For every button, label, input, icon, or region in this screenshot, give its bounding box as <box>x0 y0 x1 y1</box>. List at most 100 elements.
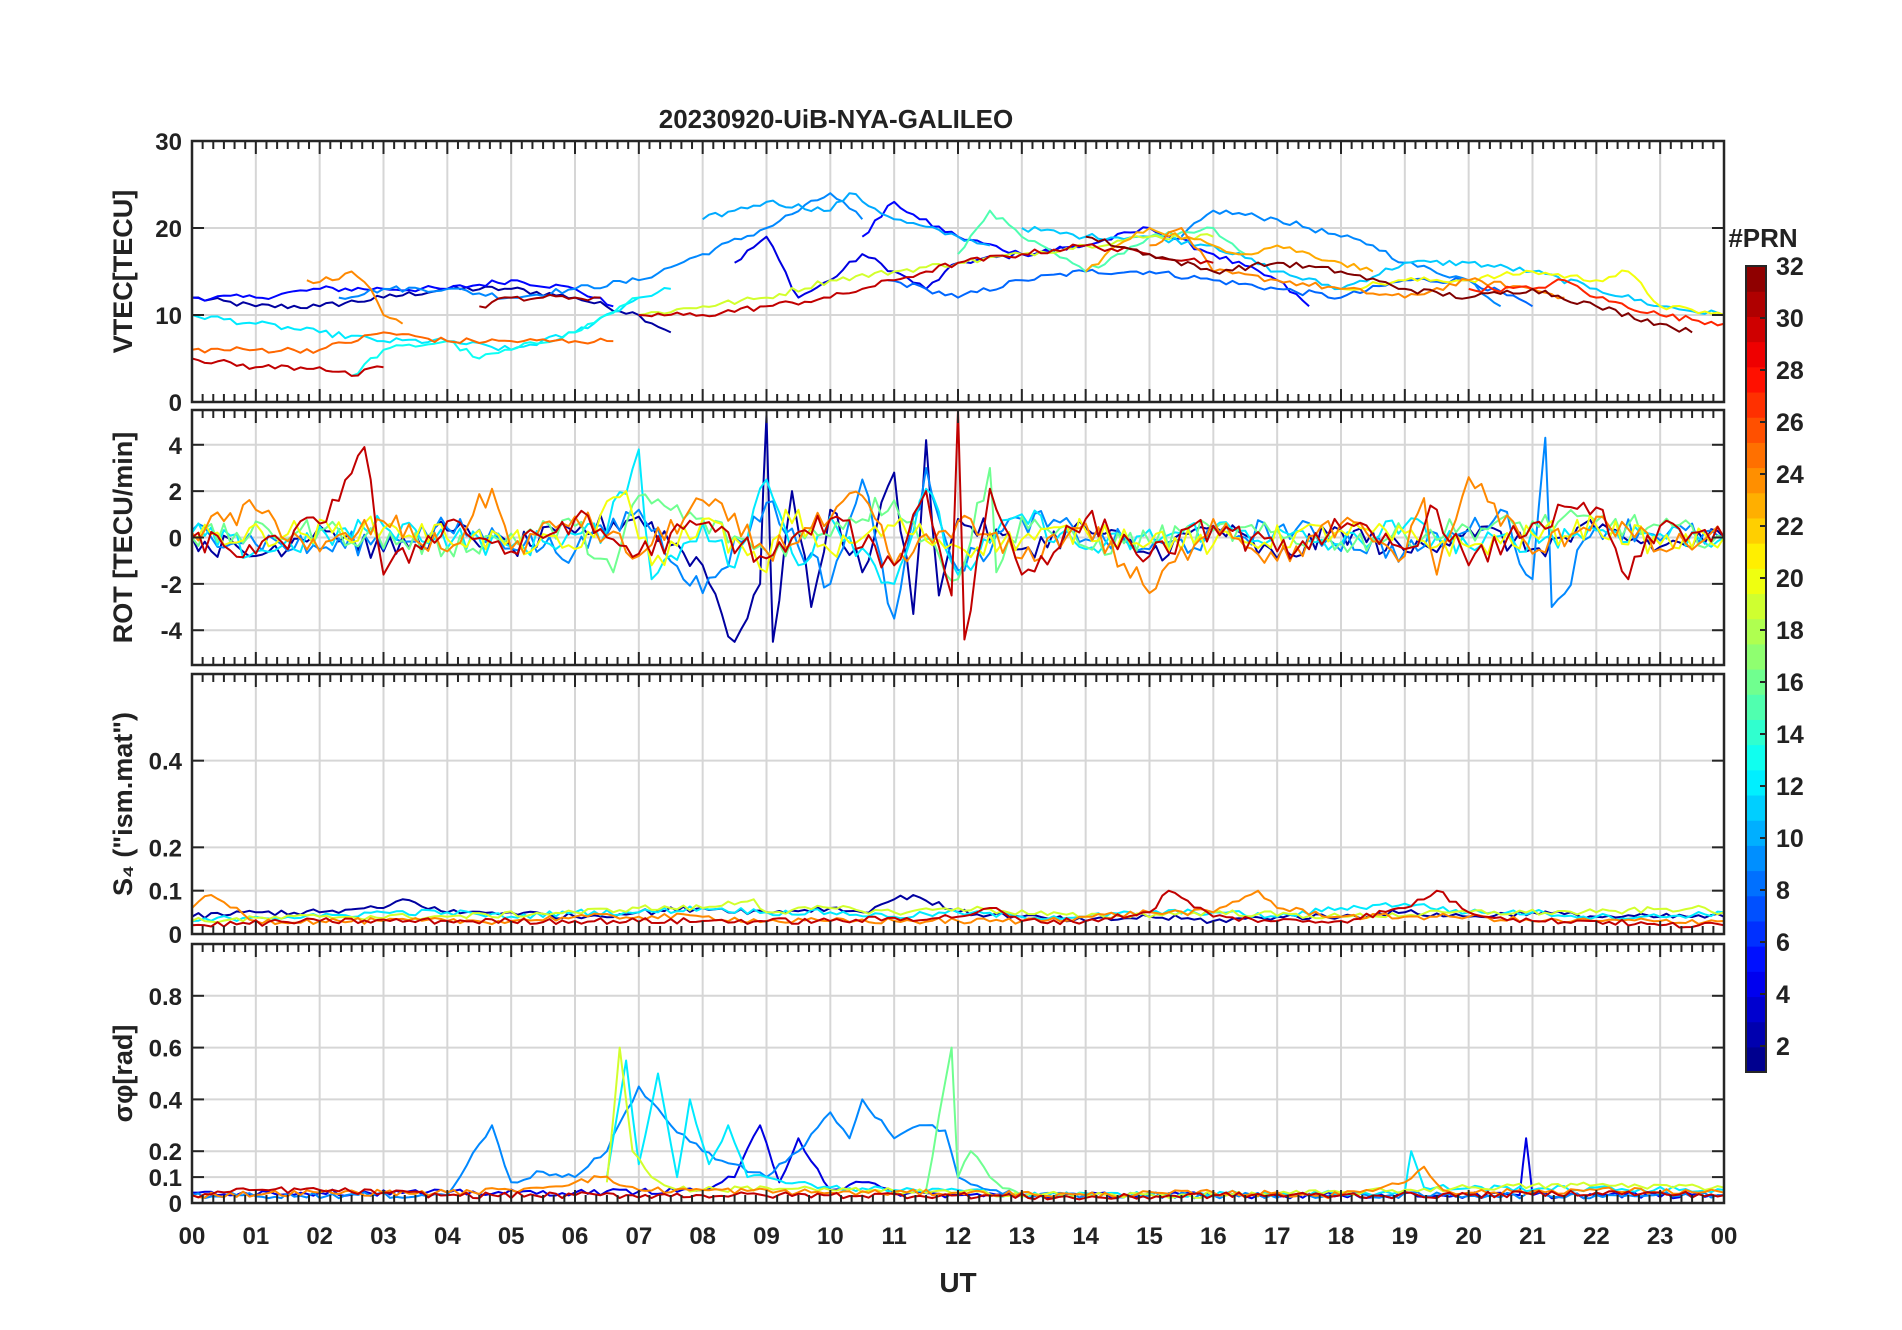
x-tick-labels: 00 01 02 03 04 05 06 07 08 09 10 11 12 13 14 15 16 17 18 19… <box>179 1223 1738 1250</box>
colorbar-tick-label: 4 <box>1776 981 1790 1009</box>
y-axis-label: S₄ ("ism.mat") <box>108 712 138 896</box>
colorbar-segment <box>1746 794 1766 821</box>
series-line-prn-13 <box>351 296 639 377</box>
colorbar-segment <box>1746 543 1766 569</box>
x-tick-label: 03 <box>370 1223 397 1250</box>
x-tick-label: 19 <box>1391 1223 1418 1250</box>
colorbar-tick-label: 32 <box>1776 253 1804 281</box>
colorbar-segment <box>1746 769 1766 796</box>
x-tick-label: 18 <box>1328 1223 1355 1250</box>
x-tick-label: 09 <box>753 1223 780 1250</box>
series-line-prn-19 <box>605 1046 1724 1199</box>
x-tick-label: 21 <box>1519 1223 1546 1250</box>
series-line-prn-30 <box>192 357 384 377</box>
colorbar-segment <box>1746 920 1766 947</box>
colorbar-segment <box>1746 266 1766 292</box>
series-line-prn-10 <box>702 192 991 247</box>
x-tick-label: 10 <box>817 1223 844 1250</box>
x-tick-label: 06 <box>562 1223 589 1250</box>
y-tick-label: 0 <box>169 526 182 553</box>
colorbar-tick-label: 28 <box>1776 357 1804 385</box>
colorbar-segment <box>1746 971 1766 998</box>
chart-title: 20230920-UiB-NYA-GALILEO <box>659 104 1014 134</box>
colorbar-tick-label: 30 <box>1776 305 1804 333</box>
panel-vtec: 0 10 20 30 VTEC[TECU] <box>108 129 1726 417</box>
series-line-prn-2 <box>192 284 672 334</box>
x-tick-label: 04 <box>434 1223 461 1250</box>
colorbar-segment <box>1746 593 1766 620</box>
colorbar-segment <box>1746 744 1766 771</box>
colorbar-segment <box>1746 669 1766 695</box>
colorbar-segment <box>1746 946 1766 972</box>
x-tick-label: 22 <box>1583 1223 1610 1250</box>
series-line-prn-24 <box>1149 227 1565 300</box>
colorbar-label: #PRN <box>1728 223 1797 253</box>
series-line-prn-23 <box>1084 227 1374 273</box>
y-tick-label: 0 <box>169 1191 182 1218</box>
series-group <box>192 410 1724 643</box>
y-tick-label: 0.8 <box>149 984 182 1011</box>
y-tick-label: -2 <box>161 572 182 599</box>
colorbar-segment <box>1746 366 1766 393</box>
y-tick-label: 20 <box>155 216 182 243</box>
y-axis-label: σφ[rad] <box>108 1025 138 1123</box>
series-line-prn-24 <box>306 270 404 325</box>
y-tick-label: 0.2 <box>149 1139 182 1166</box>
x-tick-label: 13 <box>1008 1223 1035 1250</box>
colorbar-segment <box>1746 618 1766 645</box>
colorbar-tick-label: 10 <box>1776 825 1804 853</box>
colorbar-tick-label: 8 <box>1776 877 1790 905</box>
colorbar-segment <box>1746 492 1766 519</box>
colorbar-segment <box>1746 719 1766 746</box>
x-tick-label: 02 <box>306 1223 333 1250</box>
colorbar-segment <box>1746 316 1766 343</box>
series-line-prn-16 <box>925 1046 1023 1197</box>
colorbar-tick-label: 14 <box>1776 721 1804 749</box>
series-line-prn-27 <box>1468 278 1724 327</box>
colorbar-segment <box>1746 845 1766 872</box>
colorbar-tick-label: 24 <box>1776 461 1804 489</box>
series-line-prn-4 <box>734 235 1086 299</box>
colorbar-segment <box>1746 870 1766 897</box>
y-tick-label: 30 <box>155 129 182 156</box>
panel-s4: 0 0.1 0.2 0.4 S₄ ("ism.mat") <box>108 672 1726 949</box>
colorbar-tick-label: 16 <box>1776 669 1804 697</box>
x-tick-label: 11 <box>881 1223 906 1250</box>
colorbar-segment <box>1746 341 1766 368</box>
y-axis-label: VTEC[TECU] <box>108 190 138 354</box>
colorbar-tick-label: 20 <box>1776 565 1804 593</box>
y-tick-label: 2 <box>169 479 182 506</box>
x-tick-label: 15 <box>1136 1223 1163 1250</box>
colorbar-segment <box>1746 1046 1766 1073</box>
colorbar-segment <box>1746 694 1766 720</box>
x-tick-label: 08 <box>689 1223 716 1250</box>
colorbar-segment <box>1746 391 1766 418</box>
y-tick-label: 0.1 <box>149 879 182 906</box>
panel-rot: -4 -2 0 2 4 ROT [TECU/min] <box>108 408 1726 667</box>
colorbar-tick-label: 12 <box>1776 773 1804 801</box>
colorbar-tick-label: 6 <box>1776 929 1790 957</box>
series-line-prn-19 <box>638 233 1214 316</box>
colorbar-segment <box>1746 291 1766 317</box>
series-line-prn-31 <box>479 293 601 309</box>
colorbar-segment <box>1746 820 1766 846</box>
colorbar-segment <box>1746 517 1766 544</box>
series-line-prn-32 <box>1085 235 1693 334</box>
x-tick-label: 17 <box>1264 1223 1291 1250</box>
x-tick-label: 00 <box>179 1223 206 1250</box>
x-tick-label: 01 <box>242 1223 269 1250</box>
y-tick-label: 0.4 <box>149 749 183 776</box>
x-axis-label: UT <box>939 1267 976 1298</box>
colorbar-tick-label: 26 <box>1776 409 1804 437</box>
colorbar-frame <box>1745 265 1767 1073</box>
colorbar-segment <box>1746 1021 1766 1048</box>
panel-sigma_phi: 00.10.2 0.4 0.6 0.8 σφ[rad] <box>108 942 1726 1218</box>
colorbar-segment <box>1746 643 1766 670</box>
x-tick-label: 12 <box>945 1223 972 1250</box>
y-tick-label: 0.4 <box>149 1087 183 1114</box>
colorbar-tick-label: 18 <box>1776 617 1804 645</box>
y-tick-label: -4 <box>161 618 183 645</box>
y-tick-label: 0.2 <box>149 835 182 862</box>
series-group <box>192 192 1724 377</box>
